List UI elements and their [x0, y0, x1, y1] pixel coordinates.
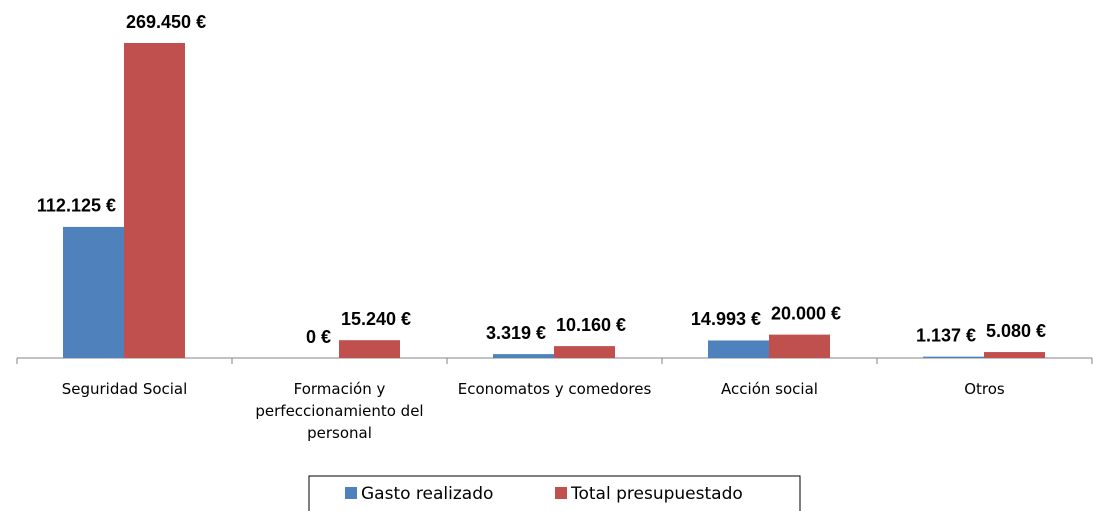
- bar: [124, 43, 185, 358]
- legend-box: [308, 475, 801, 511]
- bar: [923, 356, 984, 358]
- bar: [63, 226, 124, 358]
- x-tick-label: Otros: [964, 380, 1005, 398]
- data-label: 14.993 €: [691, 309, 761, 329]
- data-label: 15.240 €: [341, 309, 411, 329]
- x-tick-label: Economatos y comedores: [457, 380, 652, 398]
- data-label: 3.319 €: [486, 323, 546, 343]
- data-label: 10.160 €: [556, 315, 626, 335]
- legend-swatch: [555, 487, 567, 499]
- data-label: 0 €: [306, 327, 331, 347]
- bar: [708, 340, 769, 358]
- x-tick-label: Acción social: [721, 380, 818, 398]
- data-label: 1.137 €: [916, 325, 976, 345]
- x-tick-label: Seguridad Social: [61, 380, 188, 398]
- data-label: 112.125 €: [37, 196, 116, 216]
- data-label: 5.080 €: [986, 321, 1046, 341]
- legend-label: Gasto realizado: [361, 484, 493, 504]
- data-label: 20.000 €: [771, 303, 841, 323]
- x-tick-label: Formación y perfeccionamiento del person…: [255, 380, 424, 442]
- bar: [339, 340, 400, 358]
- bar: [554, 346, 615, 358]
- legend-swatch: [345, 487, 357, 499]
- data-label: 269.450 €: [126, 12, 206, 32]
- legend-label: Total presupuestado: [570, 484, 743, 504]
- bar: [984, 352, 1045, 358]
- bar: [493, 354, 554, 358]
- bar: [769, 334, 830, 358]
